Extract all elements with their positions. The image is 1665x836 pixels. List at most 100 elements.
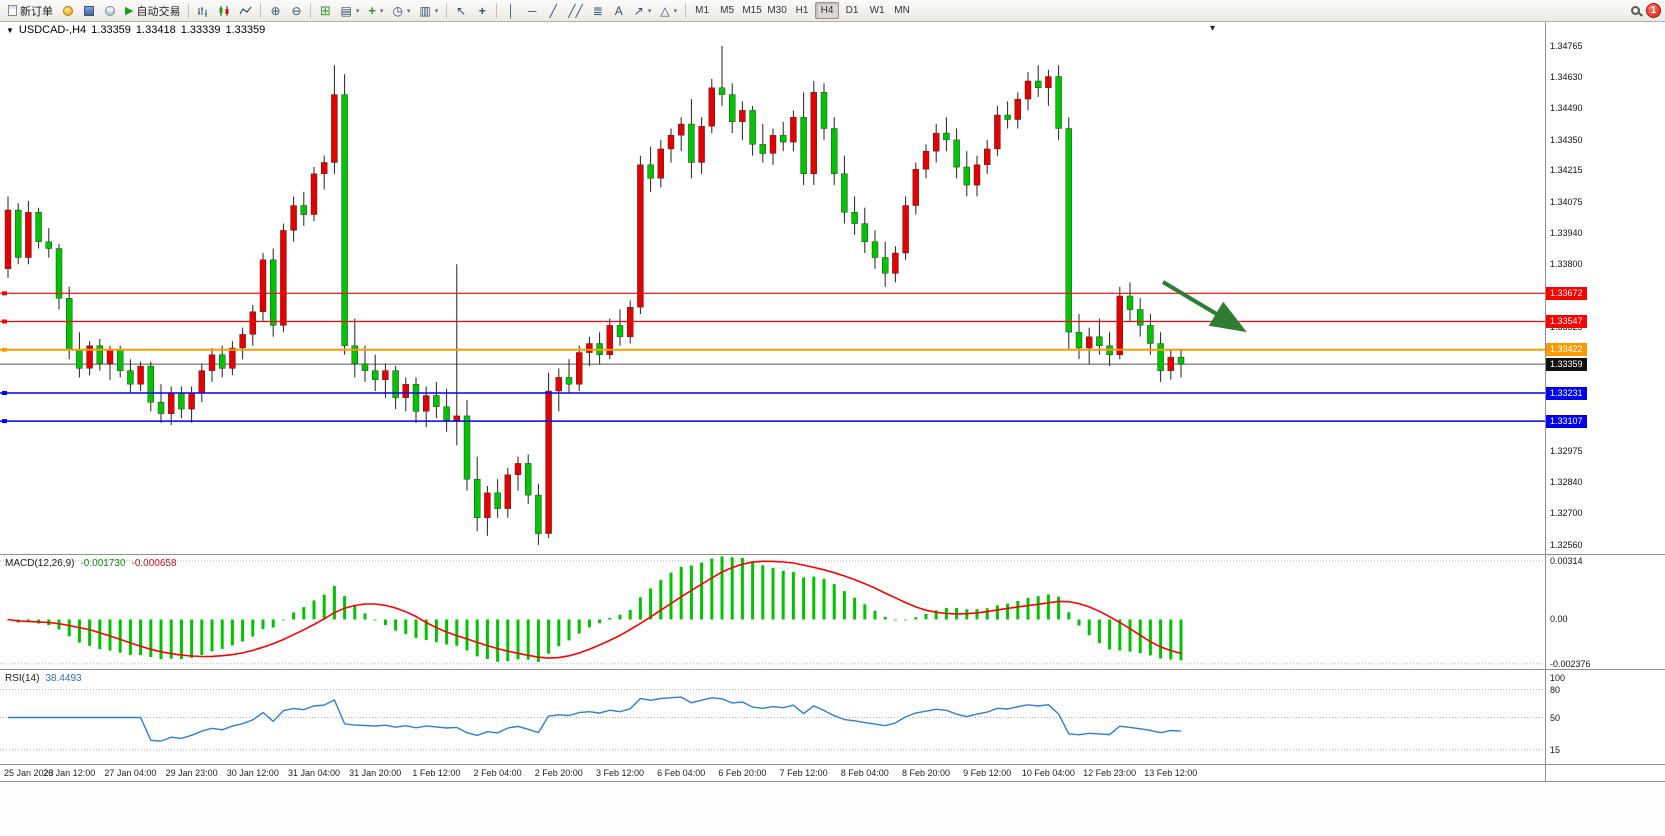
rsi-line (8, 696, 1182, 742)
ohlc-close: 1.33359 (225, 24, 266, 36)
trendline-icon: ╱ (549, 3, 557, 18)
bar-chart-button[interactable] (193, 2, 213, 20)
fibonacci-button[interactable]: ≣ (588, 2, 608, 20)
price-tick: 1.34765 (1550, 40, 1583, 51)
price-tick: 1.32840 (1550, 476, 1583, 487)
macd-panel[interactable] (0, 556, 1545, 668)
macd-axis-label: -0.002376 (1550, 658, 1591, 669)
shapes-icon: △ (660, 3, 670, 18)
tile-windows-button[interactable]: ⊞ (315, 2, 335, 20)
time-axis-label: 6 Feb 20:00 (718, 768, 767, 778)
auto-trading-label: 自动交易 (136, 5, 181, 18)
time-axis-label: 25 Jan 2023 (4, 768, 54, 778)
search-icon (1630, 6, 1640, 15)
arrow-tool-icon: ↗ (633, 3, 644, 18)
trendline-button[interactable]: ╱ (543, 2, 563, 20)
channel-button[interactable]: ╱╱ (564, 2, 586, 20)
time-axis-label: 10 Feb 04:00 (1021, 768, 1075, 778)
fibonacci-icon: ≣ (592, 3, 603, 18)
panel-divider[interactable] (0, 554, 1665, 555)
shapes-button[interactable]: △ ▾ (656, 2, 681, 20)
toolbar-separator (260, 3, 262, 18)
macd-histogram (6, 556, 1183, 662)
text-tool-icon: A (614, 3, 623, 18)
price-line-badge: 1.33547 (1546, 315, 1587, 329)
time-axis-label: 8 Feb 20:00 (901, 768, 951, 778)
text-tool-button[interactable]: A (609, 2, 629, 20)
panel-divider[interactable] (0, 669, 1665, 670)
templates-button[interactable]: ▥ ▾ (415, 2, 442, 20)
time-axis-label: 9 Feb 12:00 (963, 768, 1012, 778)
timeframe-mn[interactable]: MN (894, 5, 910, 16)
crosshair-icon: + (478, 3, 486, 18)
timeframe-m15[interactable]: M15 (742, 5, 762, 16)
annotation-arrow (1161, 280, 1247, 333)
candles (4, 46, 1185, 545)
profiles-button[interactable]: ▤ ▾ (336, 2, 363, 20)
main-chart[interactable] (0, 36, 1545, 553)
timeframe-m5[interactable]: M5 (720, 5, 735, 16)
time-axis-label: 2 Feb 04:00 (473, 768, 522, 778)
navigator-button[interactable] (100, 2, 120, 20)
timeframe-d1[interactable]: D1 (845, 5, 859, 16)
chevron-down-icon: ▾ (355, 7, 360, 15)
price-line-badge: 1.33231 (1546, 386, 1587, 400)
clock-icon: ◷ (392, 3, 403, 18)
zoom-in-button[interactable]: ⊕ (265, 2, 285, 20)
timeframe-w1[interactable]: W1 (869, 5, 885, 16)
timeframe-group: M1 M5 M15 M30 H1 H4 D1 W1 MN (690, 2, 914, 19)
profiles-icon: ▤ (340, 3, 352, 18)
zoom-out-button[interactable]: ⊖ (286, 2, 306, 20)
line-chart-button[interactable] (235, 2, 256, 20)
play-icon: ▶ (125, 5, 134, 17)
timeframe-h4[interactable]: H4 (815, 2, 840, 19)
rsi-axis-label: 80 (1550, 684, 1561, 695)
price-tick: 1.34075 (1550, 197, 1583, 208)
timeframe-m30[interactable]: M30 (767, 5, 787, 16)
market-watch-button[interactable] (58, 2, 78, 20)
horizontal-line-button[interactable]: ─ (522, 2, 542, 20)
bottom-strip (0, 782, 1665, 836)
new-order-button[interactable]: 新订单 (4, 2, 57, 20)
periods-button[interactable]: ◷ ▾ (388, 2, 414, 20)
timeframe-m1[interactable]: M1 (695, 5, 710, 16)
rsi-axis-label: 15 (1550, 745, 1561, 756)
rsi-panel[interactable] (0, 671, 1545, 764)
price-axis[interactable]: 1.34765 1.34630 1.34490 1.34350 1.34215 1.340… (1546, 22, 1665, 781)
data-window-button[interactable] (79, 2, 99, 20)
cursor-button[interactable]: ↖ (451, 2, 471, 20)
bottom-border (0, 781, 1665, 782)
price-line-badge: 1.33359 (1546, 357, 1587, 371)
search-button[interactable] (1625, 2, 1645, 20)
time-axis-label: 7 Feb 12:00 (779, 768, 828, 778)
price-line-badge: 1.33422 (1546, 343, 1587, 357)
price-tick: 1.34215 (1550, 165, 1583, 176)
ohlc-high: 1.33418 (135, 24, 176, 36)
symbol-dropdown-icon[interactable]: ▼ (6, 25, 14, 35)
axis-border (1545, 22, 1546, 781)
market-watch-icon (63, 5, 73, 16)
auto-trading-button[interactable]: ▶ 自动交易 (121, 2, 184, 20)
rsi-title: RSI(14) (5, 673, 40, 684)
notification-count: 1 (1650, 5, 1657, 16)
time-axis-label: 1 Feb 12:00 (412, 768, 461, 778)
time-axis-label: 6 Feb 04:00 (657, 768, 706, 778)
toolbar-separator (496, 3, 498, 18)
price-tick: 1.32975 (1550, 445, 1583, 456)
rsi-label: RSI(14) 38.4493 (5, 673, 82, 684)
candlestick-chart-icon (219, 5, 229, 16)
channel-icon: ╱╱ (568, 3, 583, 18)
candlestick-chart-button[interactable] (214, 2, 234, 20)
rsi-axis-label: 100 (1550, 673, 1566, 683)
vertical-line-button[interactable]: │ (501, 2, 521, 20)
zoom-in-icon: ⊕ (270, 3, 281, 18)
cursor-icon: ↖ (456, 3, 467, 18)
timeframe-h1[interactable]: H1 (795, 5, 809, 16)
arrow-tool-button[interactable]: ↗ ▾ (630, 2, 656, 20)
indicators-button[interactable]: + ▾ (364, 2, 387, 20)
chart-shift-marker[interactable]: ▾ (1210, 23, 1216, 34)
notification-badge[interactable]: 1 (1646, 3, 1661, 18)
crosshair-button[interactable]: + (472, 2, 492, 20)
time-axis[interactable]: 25 Jan 2023 26 Jan 12:00 27 Jan 04:00 29 Ja… (0, 766, 1545, 781)
time-axis-label: 31 Jan 20:00 (349, 768, 402, 778)
